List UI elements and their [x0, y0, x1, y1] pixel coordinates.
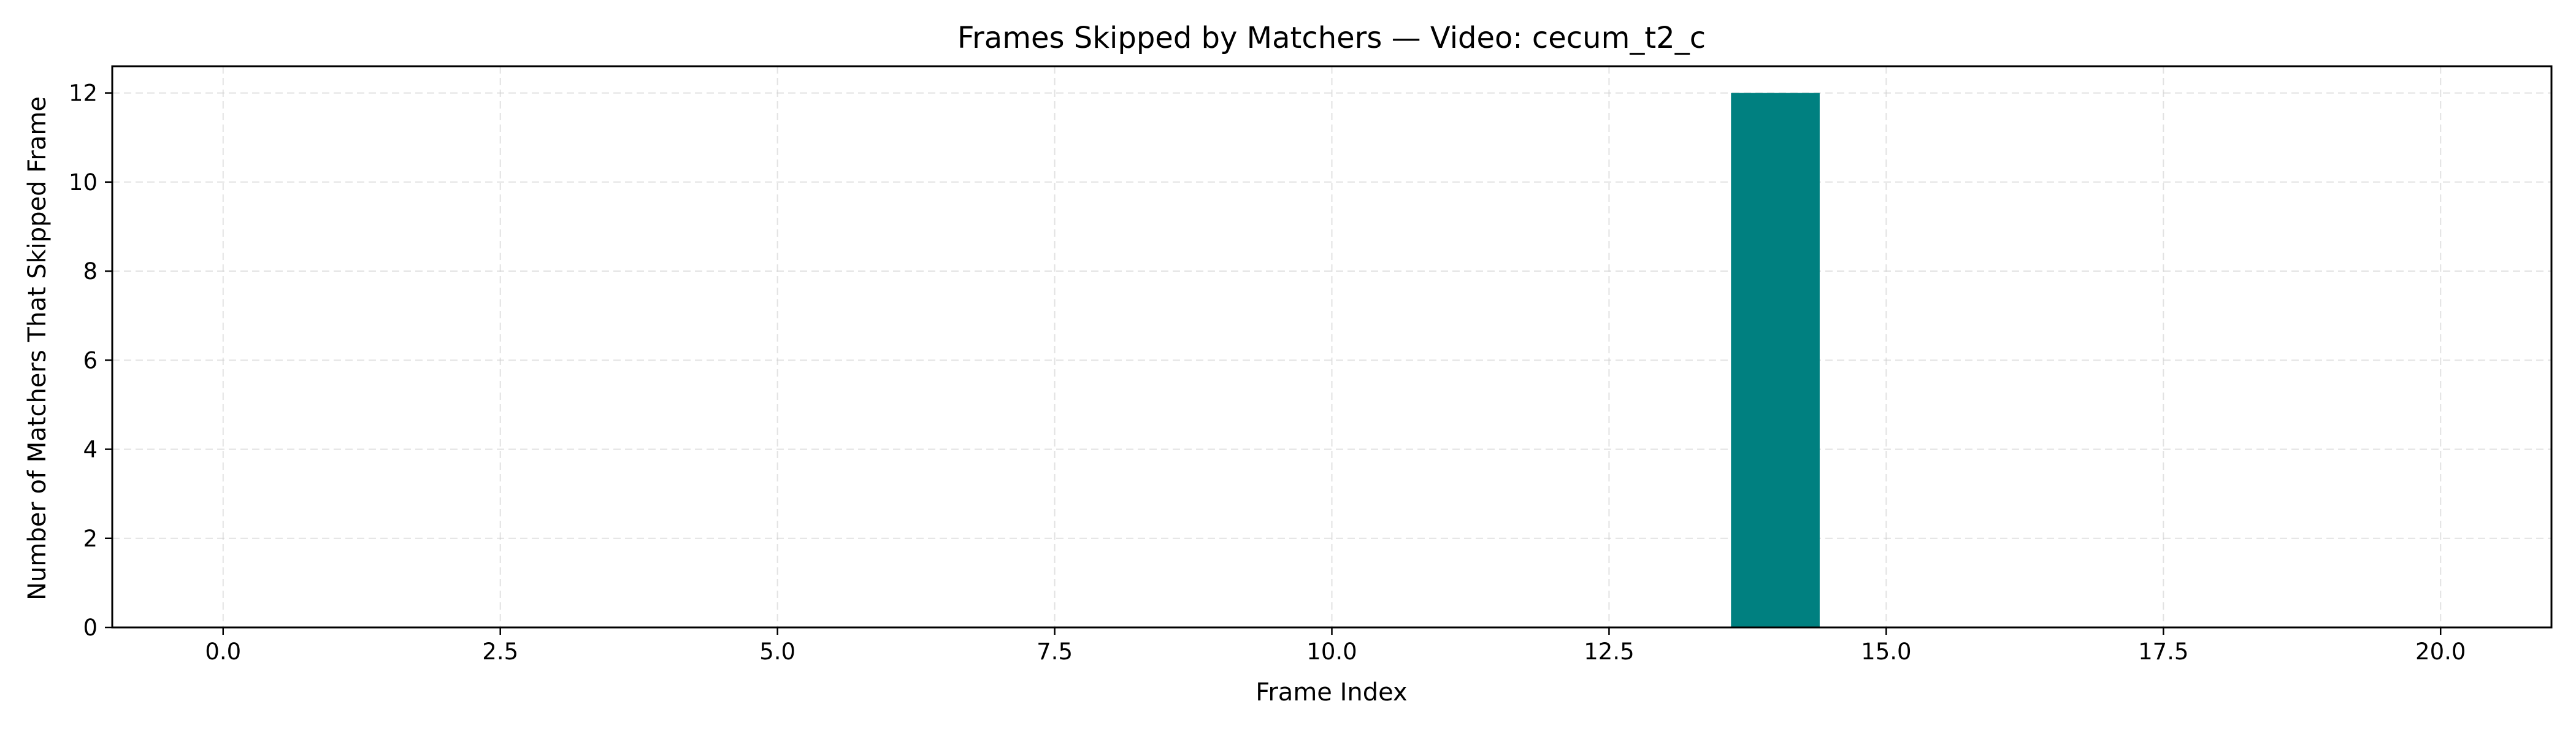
y-tick-label: 12 [69, 80, 98, 107]
y-tick-label: 8 [83, 258, 98, 285]
chart-title: Frames Skipped by Matchers — Video: cecu… [957, 21, 1706, 55]
y-tick-label: 4 [83, 437, 98, 463]
y-tick-label: 6 [83, 347, 98, 374]
x-tick-label: 2.5 [482, 638, 518, 665]
x-tick-label: 7.5 [1037, 638, 1073, 665]
x-tick-label: 17.5 [2138, 638, 2188, 665]
bar [1731, 93, 1820, 628]
y-tick-label: 0 [83, 615, 98, 641]
y-tick-label: 10 [69, 169, 98, 196]
x-tick-label: 15.0 [1861, 638, 1911, 665]
x-tick-label: 0.0 [205, 638, 241, 665]
x-tick-label: 5.0 [759, 638, 795, 665]
x-axis-ticks: 0.0 2.5 5.0 7.5 10.0 12.5 15.0 17.5 20.0 [205, 627, 2466, 665]
y-tick-label: 2 [83, 526, 98, 552]
x-axis-label: Frame Index [1255, 678, 1407, 707]
x-tick-label: 20.0 [2415, 638, 2466, 665]
y-axis-label: Number of Matchers That Skipped Frame [23, 96, 52, 600]
bars [1731, 93, 1820, 628]
x-tick-label: 10.0 [1306, 638, 1357, 665]
grid-lines [112, 66, 2551, 628]
y-axis-ticks: 0 2 4 6 8 10 12 [69, 80, 112, 641]
x-tick-label: 12.5 [1584, 638, 1634, 665]
